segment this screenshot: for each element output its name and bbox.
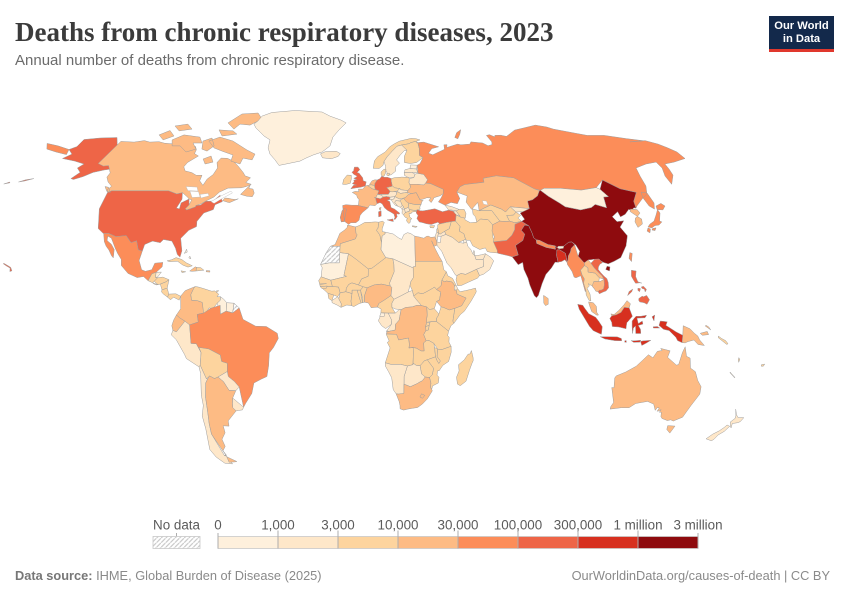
svg-text:No data: No data [153,518,200,533]
svg-text:300,000: 300,000 [554,518,602,533]
svg-text:100,000: 100,000 [494,518,542,533]
svg-text:10,000: 10,000 [378,518,419,533]
svg-text:0: 0 [214,518,221,533]
svg-text:1 million: 1 million [613,518,662,533]
svg-text:3,000: 3,000 [321,518,355,533]
svg-text:30,000: 30,000 [438,518,479,533]
svg-text:3 million: 3 million [673,518,722,533]
svg-text:1,000: 1,000 [261,518,295,533]
